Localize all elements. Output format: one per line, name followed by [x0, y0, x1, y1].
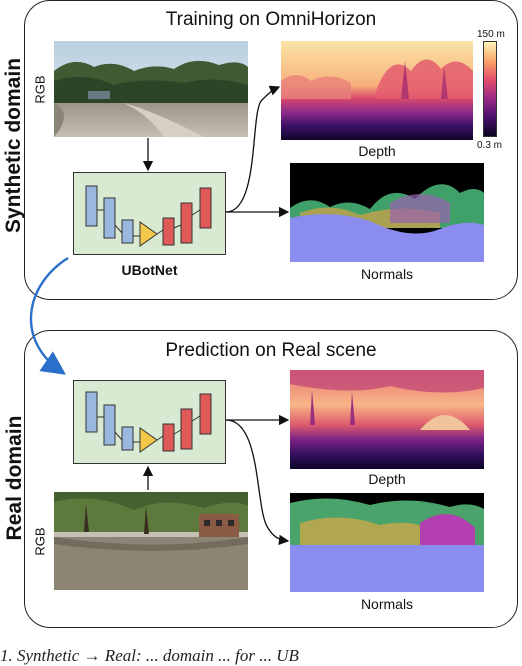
- real-network-blocks: [85, 391, 212, 453]
- synthetic-rgb-image: [54, 41, 248, 137]
- synthetic-normals-image: [290, 163, 484, 262]
- real-depth-image: [290, 370, 484, 469]
- synthetic-arrows: [142, 85, 290, 218]
- synthetic-network-blocks: [85, 185, 212, 247]
- real-normals-caption: Normals: [360, 596, 414, 612]
- real-depth-caption: Depth: [368, 471, 406, 487]
- synthetic-panel-title: Training on OmniHorizon: [165, 9, 377, 30]
- synthetic-normals-caption: Normals: [360, 266, 414, 282]
- colorbar-max-label: 150 m: [477, 29, 505, 40]
- figure-caption-fragment: 1. Synthetic → Real: ... domain ... for …: [0, 646, 299, 665]
- depth-colorbar: [483, 41, 497, 137]
- colorbar-min-label: 0.3 m: [477, 140, 503, 151]
- real-rgb-image: [54, 492, 248, 590]
- synthetic-net-label: UBotNet: [121, 262, 178, 278]
- domain-transfer-arrow: [29, 256, 69, 375]
- real-panel-title: Prediction on Real scene: [165, 340, 377, 361]
- real-normals-image: [290, 493, 484, 592]
- real-arrows: [142, 414, 290, 546]
- synthetic-depth-caption: Depth: [358, 143, 396, 159]
- synthetic-depth-image: [281, 41, 473, 140]
